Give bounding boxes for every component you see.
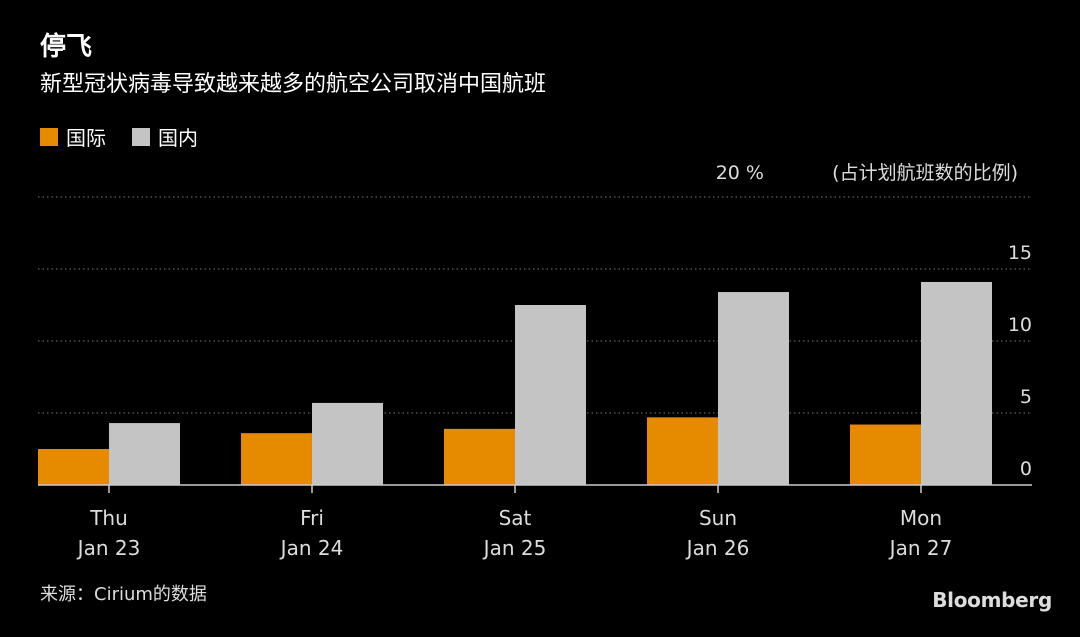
x-tick-label-4-line-0: Mon	[900, 506, 942, 530]
bar-domestic-4	[921, 281, 992, 485]
bar-international-4	[850, 424, 921, 485]
bar-international-1	[241, 433, 312, 485]
chart-subtitle: 新型冠状病毒导致越来越多的航空公司取消中国航班	[40, 72, 547, 97]
x-tick-label-3-line-1: Jan 26	[685, 536, 750, 560]
source-note: 来源：Cirium的数据	[40, 584, 207, 605]
legend-entry-international: 国际	[40, 122, 106, 151]
y-tick-label-10: 10	[1008, 314, 1032, 336]
bar-international-0	[38, 449, 109, 485]
bar-international-3	[647, 417, 718, 485]
bar-domestic-0	[109, 423, 180, 485]
legend-swatch-international	[40, 127, 58, 146]
x-tick-label-2-line-0: Sat	[499, 506, 532, 530]
x-tick-label-1-line-1: Jan 24	[279, 536, 344, 560]
y-tick-label-20: 20 %	[716, 162, 764, 184]
x-tick-label-3-line-0: Sun	[699, 506, 737, 530]
x-tick-label-4-line-1: Jan 27	[888, 536, 953, 560]
bar-domestic-2	[515, 305, 586, 485]
bar-chart: 0 5 10 15 20 % (占计划航班数的比例) Thu Jan 23 Fri Jan 24 S…	[38, 162, 1032, 560]
y-tick-label-15: 15	[1008, 242, 1032, 264]
y-tick-label-0: 0	[1020, 458, 1032, 480]
legend-label-domestic: 国内	[158, 126, 198, 150]
legend: 国际 国内	[40, 122, 224, 151]
bar-international-2	[444, 428, 515, 485]
x-tick-label-0-line-0: Thu	[89, 506, 128, 530]
bloomberg-logo: Bloomberg	[932, 588, 1052, 612]
x-tick-label-2-line-1: Jan 25	[482, 536, 547, 560]
bar-domestic-3	[718, 292, 789, 485]
chart-title: 停飞	[40, 32, 93, 62]
legend-swatch-domestic	[132, 127, 150, 146]
x-tick-label-0-line-1: Jan 23	[76, 536, 141, 560]
y-axis-label: (占计划航班数的比例)	[832, 162, 1018, 184]
bar-domestic-1	[312, 402, 383, 485]
legend-label-international: 国际	[66, 126, 106, 150]
y-tick-label-5: 5	[1020, 386, 1032, 408]
legend-entry-domestic: 国内	[132, 122, 198, 151]
x-tick-label-1-line-0: Fri	[300, 506, 324, 530]
